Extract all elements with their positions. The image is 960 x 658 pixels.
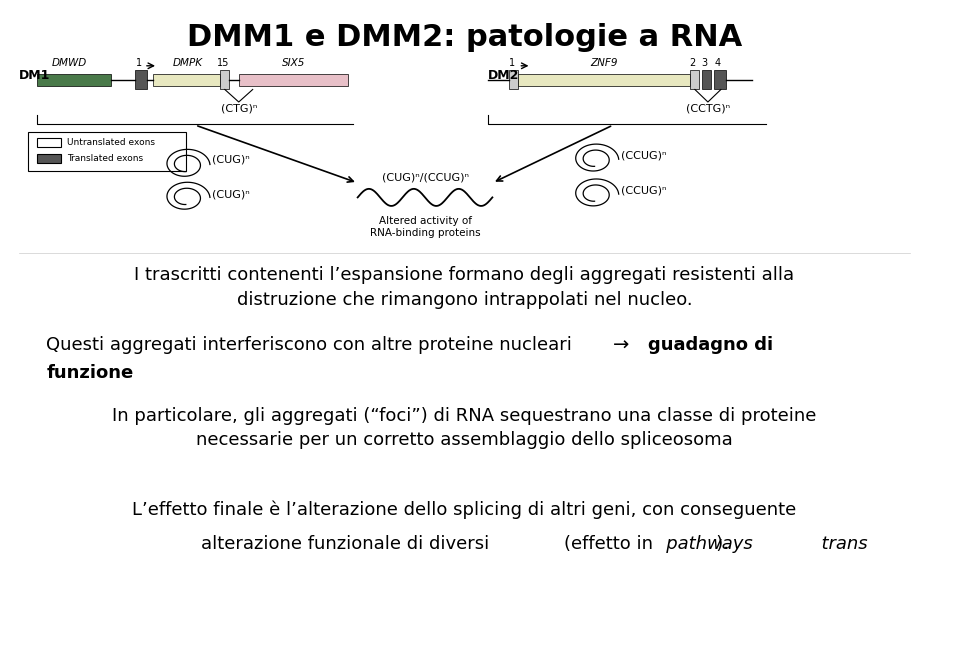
Text: trans: trans <box>465 535 868 553</box>
Text: (CUG)ⁿ: (CUG)ⁿ <box>212 189 250 199</box>
Text: DMWD: DMWD <box>52 59 87 68</box>
Text: (CTG)ⁿ: (CTG)ⁿ <box>221 104 257 114</box>
Text: DM2: DM2 <box>488 69 519 82</box>
Text: guadagno di: guadagno di <box>648 336 774 353</box>
Bar <box>37 74 111 86</box>
Bar <box>509 70 518 89</box>
Text: 1: 1 <box>509 59 515 68</box>
Bar <box>28 132 186 171</box>
Bar <box>690 70 699 89</box>
Text: DMPK: DMPK <box>173 59 203 68</box>
Bar <box>714 70 726 89</box>
Text: L’effetto finale è l’alterazione dello splicing di altri geni, con conseguente: L’effetto finale è l’alterazione dello s… <box>132 500 797 519</box>
Text: In particolare, gli aggregati (“foci”) di RNA sequestrano una classe di proteine: In particolare, gli aggregati (“foci”) d… <box>112 407 817 449</box>
Text: 2: 2 <box>689 59 695 68</box>
Text: ZNF9: ZNF9 <box>590 59 617 68</box>
Bar <box>518 74 690 86</box>
Text: (CUG)ⁿ/(CCUG)ⁿ: (CUG)ⁿ/(CCUG)ⁿ <box>382 173 469 183</box>
Text: Altered activity of: Altered activity of <box>379 216 472 226</box>
Text: 4: 4 <box>715 59 721 68</box>
Bar <box>37 138 61 147</box>
Text: (CCUG)ⁿ: (CCUG)ⁿ <box>620 186 666 196</box>
Text: 3: 3 <box>701 59 708 68</box>
Text: Translated exons: Translated exons <box>67 154 143 163</box>
Bar <box>37 154 61 163</box>
Text: SIX5: SIX5 <box>282 59 305 68</box>
Text: (CCUG)ⁿ: (CCUG)ⁿ <box>620 151 666 161</box>
Text: Questi aggregati interferiscono con altre proteine nucleari: Questi aggregati interferiscono con altr… <box>46 336 572 353</box>
Text: pathways: pathways <box>465 535 753 553</box>
Text: 15: 15 <box>217 59 229 68</box>
Text: alterazione funzionale di diversi             (effetto in           ).: alterazione funzionale di diversi (effet… <box>201 535 729 553</box>
Text: I trascritti contenenti l’espansione formano degli aggregati resistenti alla
dis: I trascritti contenenti l’espansione for… <box>134 266 795 309</box>
Text: →: → <box>613 336 630 355</box>
Text: RNA-binding proteins: RNA-binding proteins <box>371 228 481 238</box>
Text: DMM1 e DMM2: patologie a RNA: DMM1 e DMM2: patologie a RNA <box>187 23 742 52</box>
Text: funzione: funzione <box>46 364 133 382</box>
Text: 1: 1 <box>136 59 142 68</box>
Text: Untranslated exons: Untranslated exons <box>67 138 155 147</box>
Bar <box>703 70 710 89</box>
Text: (CUG)ⁿ: (CUG)ⁿ <box>212 154 250 164</box>
Bar <box>239 74 348 86</box>
Text: DM1: DM1 <box>18 69 50 82</box>
Bar <box>154 74 220 86</box>
Bar <box>134 70 147 89</box>
Bar <box>220 70 229 89</box>
Text: (CCTG)ⁿ: (CCTG)ⁿ <box>685 104 730 114</box>
